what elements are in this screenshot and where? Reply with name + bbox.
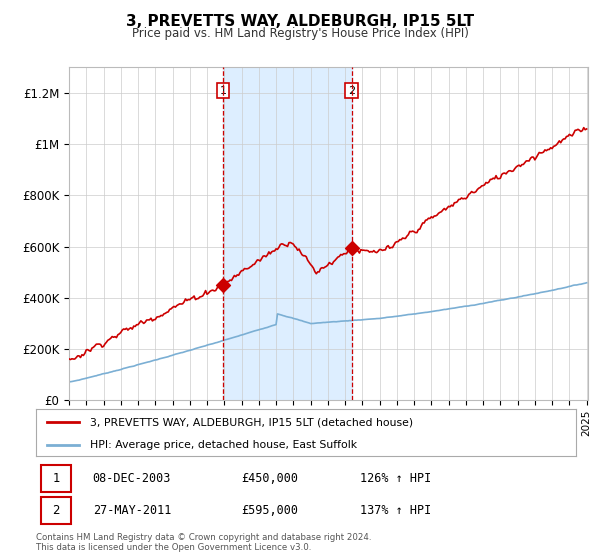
Text: 126% ↑ HPI: 126% ↑ HPI (360, 472, 431, 486)
Text: 3, PREVETTS WAY, ALDEBURGH, IP15 5LT: 3, PREVETTS WAY, ALDEBURGH, IP15 5LT (126, 14, 474, 29)
Point (347, 244, 356, 253)
Text: £595,000: £595,000 (241, 504, 298, 517)
Text: Contains HM Land Registry data © Crown copyright and database right 2024.: Contains HM Land Registry data © Crown c… (36, 533, 371, 542)
Bar (223, 67, 352, 400)
Text: 137% ↑ HPI: 137% ↑ HPI (360, 504, 431, 517)
Text: 2: 2 (53, 504, 60, 517)
Text: HPI: Average price, detached house, East Suffolk: HPI: Average price, detached house, East… (90, 440, 357, 450)
FancyBboxPatch shape (41, 497, 71, 524)
Text: 08-DEC-2003: 08-DEC-2003 (92, 472, 171, 486)
FancyBboxPatch shape (41, 465, 71, 492)
Text: Price paid vs. HM Land Registry's House Price Index (HPI): Price paid vs. HM Land Registry's House … (131, 27, 469, 40)
Text: 3, PREVETTS WAY, ALDEBURGH, IP15 5LT (detached house): 3, PREVETTS WAY, ALDEBURGH, IP15 5LT (de… (90, 417, 413, 427)
Text: 27-MAY-2011: 27-MAY-2011 (92, 504, 171, 517)
Text: This data is licensed under the Open Government Licence v3.0.: This data is licensed under the Open Gov… (36, 543, 311, 552)
Text: £450,000: £450,000 (241, 472, 298, 486)
Point (218, 281, 227, 290)
Text: 2: 2 (348, 86, 355, 96)
Text: 1: 1 (220, 86, 226, 96)
Text: 1: 1 (53, 472, 60, 486)
